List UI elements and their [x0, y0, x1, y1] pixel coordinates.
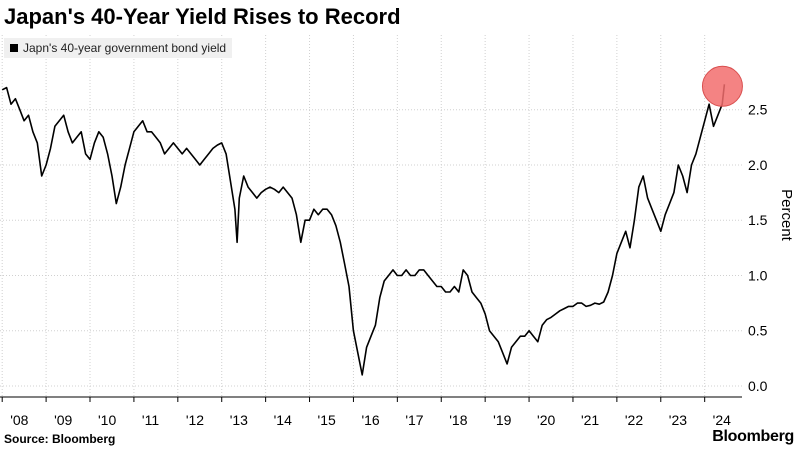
y-tick-label: 1.0 [748, 267, 768, 283]
x-tick-label: '16 [361, 412, 379, 428]
x-tick-label: '24 [713, 412, 731, 428]
series-line [1, 84, 726, 376]
y-tick-label: 2.5 [748, 102, 768, 118]
x-tick-label: '10 [98, 412, 116, 428]
brand-logo: Bloomberg [712, 428, 794, 445]
y-tick-label: 0.5 [748, 323, 768, 339]
source-note: Source: Bloomberg [4, 432, 116, 446]
highlight-group [701, 65, 743, 107]
x-tick-label: '12 [186, 412, 204, 428]
y-tick-label: 2.0 [748, 157, 768, 173]
x-tick-label: '21 [581, 412, 599, 428]
x-tick-label: '17 [405, 412, 423, 428]
y-tick-label: 1.5 [748, 212, 768, 228]
record-highlight-circle [701, 65, 743, 107]
legend-label: Japn's 40-year government bond yield [23, 41, 227, 55]
chart-title: Japan's 40-Year Yield Rises to Record [4, 4, 401, 29]
x-tick-label: '15 [318, 412, 336, 428]
x-tick-label: '09 [54, 412, 72, 428]
series-group [1, 84, 726, 376]
x-tick-label: '18 [449, 412, 467, 428]
y-axis-ticks: 0.0 0.5 1.0 1.5 2.0 2.5 [748, 102, 768, 394]
x-tick-label: '11 [142, 412, 159, 428]
x-tick-label: '23 [669, 412, 687, 428]
x-tick-label: '20 [537, 412, 555, 428]
x-axis-ticks: '08 '09 '10 '11 '12 '13 '14 '15 '16 '17 '18 '19 '20 '… [0, 396, 742, 428]
gridlines [0, 35, 742, 397]
legend-swatch [10, 44, 18, 52]
y-axis-label: Percent [778, 189, 795, 242]
y-tick-label: 0.0 [748, 378, 768, 394]
x-tick-label: '22 [625, 412, 643, 428]
x-tick-label: '14 [274, 412, 292, 428]
x-tick-label: '19 [493, 412, 511, 428]
x-tick-label: '13 [230, 412, 248, 428]
x-tick-label: '08 [10, 412, 28, 428]
legend: Japn's 40-year government bond yield [4, 38, 233, 58]
